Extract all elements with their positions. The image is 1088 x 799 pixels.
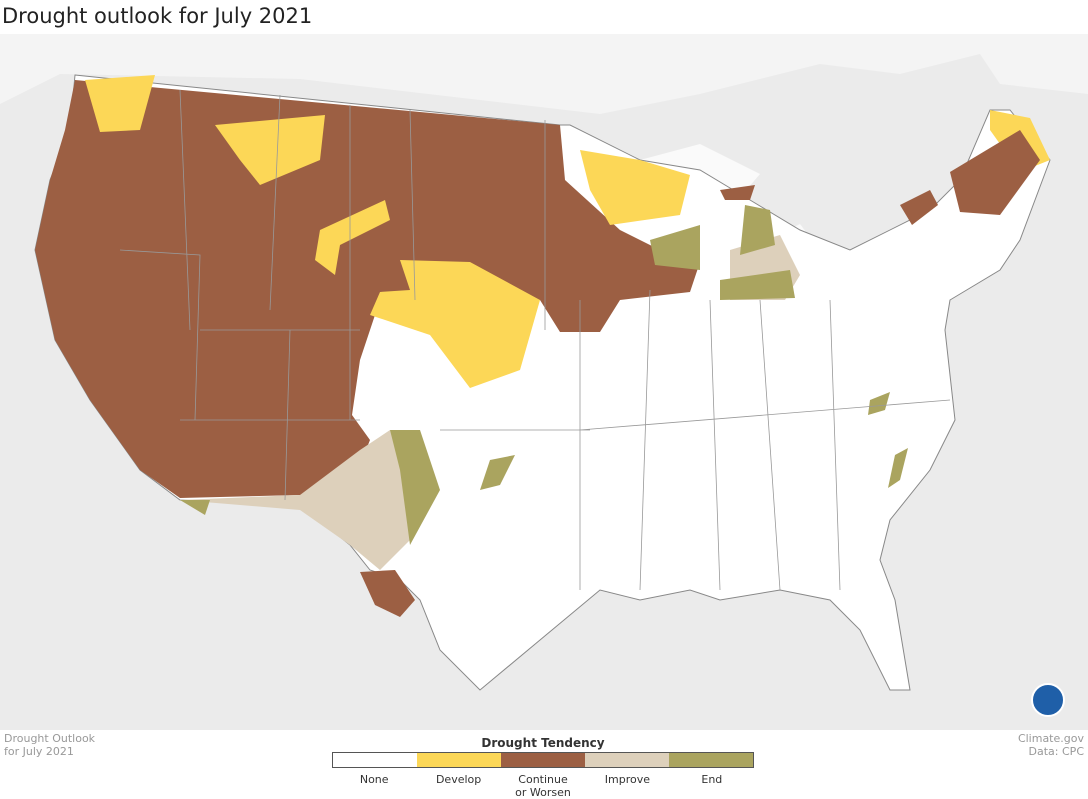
footnote-left: Drought Outlook for July 2021: [4, 732, 95, 758]
credit-line: Data: CPC: [1028, 745, 1084, 758]
continue-region: [950, 130, 1040, 215]
end-region: [868, 392, 890, 415]
develop-region: [315, 200, 390, 275]
legend-label: End: [701, 773, 723, 786]
legend-bar: [332, 752, 754, 768]
end-region: [180, 500, 210, 515]
continue-region: [360, 570, 415, 617]
end-region: [888, 448, 908, 488]
state-lines: [119, 89, 951, 591]
develop-region: [370, 260, 540, 388]
legend-label: Improve: [604, 773, 651, 786]
develop-region: [580, 150, 690, 225]
develop-region: [85, 75, 155, 132]
improve-region: [180, 430, 420, 570]
footnote-line: Drought Outlook: [4, 732, 96, 745]
end-region: [480, 455, 515, 490]
end-region: [740, 205, 775, 255]
continue-region: [720, 185, 755, 200]
continue-region: [900, 190, 938, 225]
legend-label: Develop: [435, 773, 482, 786]
continue-region: [35, 80, 700, 498]
credit-line: Climate.gov: [1017, 732, 1084, 745]
map: [0, 34, 1088, 730]
legend-swatch: [585, 753, 669, 767]
canada: [0, 34, 1088, 114]
legend-title: Drought Tendency: [481, 736, 605, 750]
noaa-logo-ring: [1031, 683, 1065, 717]
develop-region: [215, 115, 325, 185]
end-region: [720, 270, 795, 300]
title: Drought outlook for July 2021: [2, 4, 313, 28]
legend-swatch: [417, 753, 501, 767]
legend-swatch: [501, 753, 585, 767]
end-region: [390, 430, 440, 545]
legend-swatch: [669, 753, 753, 767]
legend-label: None: [359, 773, 389, 786]
end-region: [650, 225, 700, 270]
noaa-logo: [1032, 684, 1064, 716]
legend-label: Continue or Worsen: [515, 773, 571, 799]
footnote-line: for July 2021: [4, 745, 74, 758]
footnote-right: Climate.gov Data: CPC: [1018, 732, 1084, 758]
legend-labels: None Develop Continue or Worsen Improve End: [332, 773, 754, 799]
legend-swatch: [333, 753, 417, 767]
